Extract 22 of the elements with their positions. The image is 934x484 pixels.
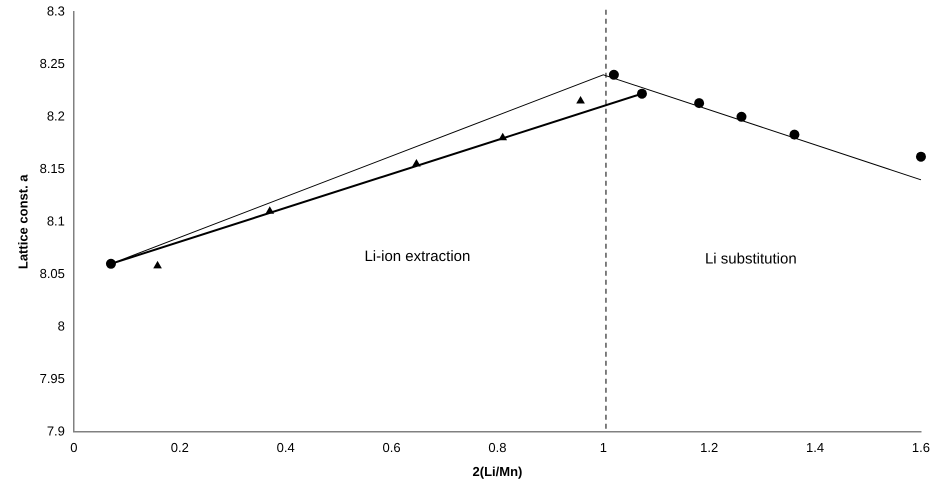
annotation: Li substitution bbox=[704, 250, 797, 268]
x-tick-label: 0.6 bbox=[382, 440, 401, 456]
y-tick-label: 7.9 bbox=[46, 423, 65, 438]
y-axis-title: Lattice const. a bbox=[15, 174, 30, 270]
y-tick-label: 8.3 bbox=[46, 3, 65, 18]
y-tick-label: 7.95 bbox=[40, 370, 65, 386]
x-tick-label: 0 bbox=[70, 440, 78, 456]
y-tick-label: 8.1 bbox=[46, 213, 65, 228]
y-tick-label: 8.15 bbox=[40, 160, 65, 176]
x-tick-label: 0.8 bbox=[488, 440, 506, 456]
x-axis-title: 2(Li/Mn) bbox=[472, 464, 522, 479]
x-tick-label: 0.4 bbox=[276, 440, 295, 456]
y-tick-label: 8.05 bbox=[40, 266, 65, 281]
x-tick-label: 1.2 bbox=[700, 440, 718, 456]
x-tick-label: 1 bbox=[600, 440, 607, 456]
annotation: Li-ion extraction bbox=[364, 248, 470, 265]
x-tick-label: 1.6 bbox=[912, 440, 930, 456]
x-tick-label: 0.2 bbox=[170, 440, 189, 456]
y-tick-label: 8.2 bbox=[46, 108, 65, 124]
y-tick-label: 8.25 bbox=[40, 56, 65, 71]
y-tick-label: 8 bbox=[58, 318, 65, 334]
x-tick-label: 1.4 bbox=[806, 440, 824, 456]
